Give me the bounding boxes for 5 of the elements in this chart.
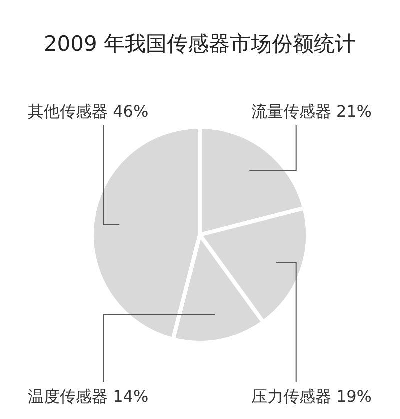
slice-label: 其他传感器 46% bbox=[28, 102, 149, 121]
slice-label: 压力传感器 19% bbox=[251, 387, 372, 406]
slice-label: 流量传感器 21% bbox=[251, 102, 372, 121]
chart-title: 2009 年我国传感器市场份额统计 bbox=[42, 31, 358, 57]
slice-label: 温度传感器 14% bbox=[28, 387, 149, 406]
